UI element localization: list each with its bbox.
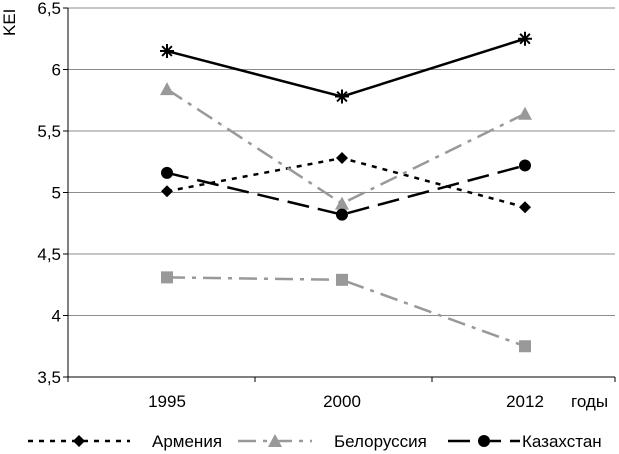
data-point bbox=[518, 31, 532, 46]
legend-item: Армения bbox=[28, 432, 222, 451]
data-point bbox=[519, 201, 531, 214]
gridlines bbox=[63, 7, 616, 382]
y-tick-label: 6 bbox=[52, 61, 61, 80]
data-point bbox=[336, 208, 348, 221]
series-1 bbox=[161, 152, 531, 214]
data-point bbox=[160, 44, 174, 59]
y-tick-label: 3,5 bbox=[37, 368, 61, 387]
legend-marker bbox=[73, 435, 85, 447]
series-group bbox=[160, 31, 532, 353]
x-tick-label: 2012 bbox=[506, 392, 544, 411]
data-point bbox=[519, 340, 531, 353]
x-tick-label: 2000 bbox=[323, 392, 361, 411]
data-point bbox=[336, 152, 348, 165]
x-tick-labels: 1995 2000 2012 bbox=[148, 392, 544, 411]
series-line bbox=[166, 88, 526, 206]
series-line bbox=[166, 37, 526, 98]
data-point bbox=[161, 185, 173, 198]
data-point bbox=[519, 159, 531, 172]
data-point bbox=[336, 273, 348, 286]
y-tick-label: 6,5 bbox=[37, 0, 61, 18]
legend-marker bbox=[268, 434, 282, 447]
data-point bbox=[160, 82, 174, 96]
y-tick-labels: 3,5 4 4,5 5 5,5 6 6,5 bbox=[37, 0, 61, 387]
y-axis-label: KEI bbox=[0, 9, 19, 36]
series-line bbox=[166, 276, 526, 348]
data-point bbox=[335, 89, 349, 104]
x-tick-label: 1995 bbox=[148, 392, 186, 411]
legend-label: Казахстан bbox=[522, 432, 602, 451]
x-axis-label: годы bbox=[571, 392, 608, 411]
y-tick-label: 4,5 bbox=[37, 245, 61, 264]
series-4 bbox=[161, 271, 531, 353]
legend-marker bbox=[478, 435, 490, 447]
data-point bbox=[518, 106, 532, 120]
series-line bbox=[166, 156, 526, 209]
legend-label: Белоруссия bbox=[334, 432, 427, 451]
data-point bbox=[161, 166, 173, 179]
data-point bbox=[161, 271, 173, 284]
data-point bbox=[335, 196, 349, 210]
legend: Армения Белоруссия Казахстан bbox=[28, 432, 602, 451]
y-tick-label: 4 bbox=[52, 307, 61, 326]
series-2 bbox=[160, 82, 532, 210]
legend-label: Армения bbox=[152, 432, 222, 451]
y-tick-label: 5,5 bbox=[37, 122, 61, 141]
series-3 bbox=[161, 159, 531, 221]
y-tick-label: 5 bbox=[52, 184, 61, 203]
series-5 bbox=[160, 31, 532, 104]
legend-item: Казахстан bbox=[448, 432, 602, 451]
legend-item: Белоруссия bbox=[238, 432, 427, 451]
